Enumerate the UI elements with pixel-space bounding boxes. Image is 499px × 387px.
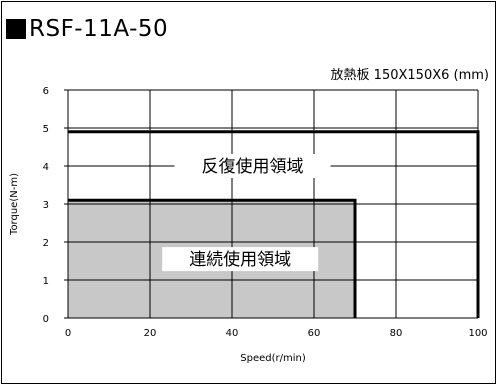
title-square-icon [6, 19, 26, 39]
continuous-region-line [68, 198, 357, 318]
intermittent-region-line [68, 130, 480, 318]
continuous-region-label: 連続使用領域 [189, 249, 291, 270]
intermittent-region-label: 反復使用領域 [202, 156, 304, 177]
y-tick-label: 0 [43, 314, 49, 325]
annotation-background [174, 154, 331, 178]
x-tick-label: 20 [144, 328, 157, 339]
y-tick-label: 2 [43, 238, 49, 249]
y-tick-label: 3 [43, 200, 49, 211]
x-tick-label: 0 [65, 328, 71, 339]
chart-title-text: RSF-11A-50 [29, 16, 169, 42]
annotation-background [162, 247, 319, 272]
y-tick-label: 4 [43, 162, 49, 173]
y-tick-label: 1 [43, 276, 49, 287]
x-axis-label: Speed(r/min) [240, 353, 306, 364]
y-axis-label: Torque(N-m) [9, 173, 20, 236]
y-tick-label: 5 [43, 124, 49, 135]
x-tick-label: 80 [390, 328, 403, 339]
y-tick-label: 6 [43, 86, 49, 97]
x-tick-label: 100 [468, 328, 487, 339]
chart-title: RSF-11A-50 [6, 14, 168, 44]
x-tick-label: 40 [226, 328, 239, 339]
chart-subtitle: 放熱板 150X150X6 (mm) [330, 68, 489, 83]
x-tick-label: 60 [308, 328, 321, 339]
